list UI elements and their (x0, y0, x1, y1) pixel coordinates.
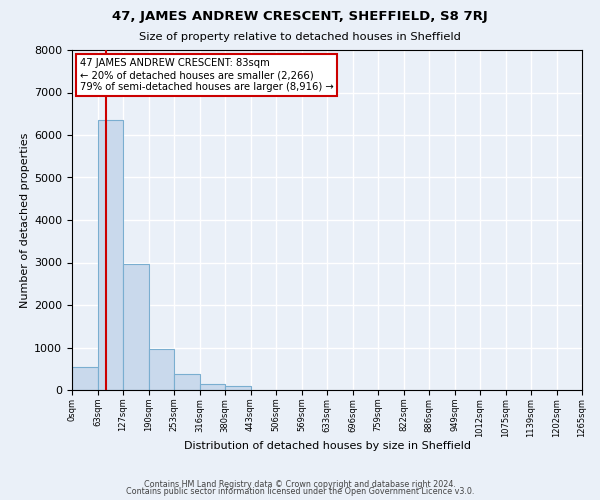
Bar (72, 366, 97, 390)
Text: Contains public sector information licensed under the Open Government Licence v3: Contains public sector information licen… (126, 487, 474, 496)
Text: Contains HM Land Registry data © Crown copyright and database right 2024.: Contains HM Land Registry data © Crown c… (144, 480, 456, 489)
Bar (97, 120, 123, 390)
Bar (225, 386, 251, 390)
Text: 47 JAMES ANDREW CRESCENT: 83sqm
← 20% of detached houses are smaller (2,266)
79%: 47 JAMES ANDREW CRESCENT: 83sqm ← 20% of… (80, 58, 334, 92)
Text: 47, JAMES ANDREW CRESCENT, SHEFFIELD, S8 7RJ: 47, JAMES ANDREW CRESCENT, SHEFFIELD, S8… (112, 10, 488, 23)
Y-axis label: Number of detached properties: Number of detached properties (20, 132, 30, 308)
Bar (199, 384, 225, 390)
Bar (149, 349, 174, 390)
X-axis label: Distribution of detached houses by size in Sheffield: Distribution of detached houses by size … (184, 441, 470, 451)
Bar (174, 374, 199, 390)
Bar (123, 264, 149, 390)
Text: Size of property relative to detached houses in Sheffield: Size of property relative to detached ho… (139, 32, 461, 42)
